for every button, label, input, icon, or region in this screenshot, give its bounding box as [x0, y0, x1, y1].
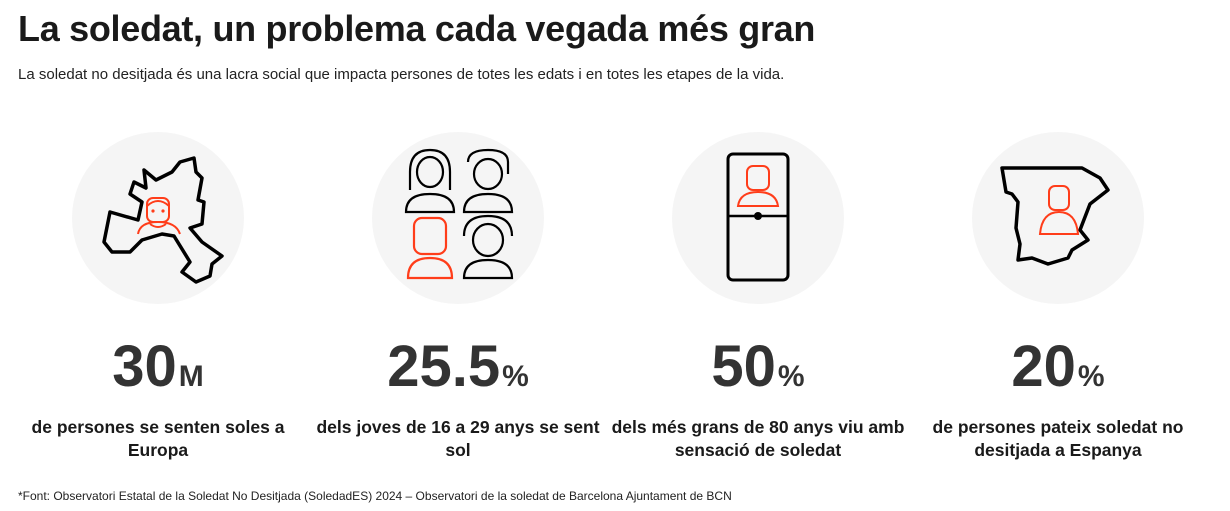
stat-value: 25.5%: [308, 332, 608, 412]
stat-number: 30: [112, 334, 177, 399]
stat-card-youth: 25.5% dels joves de 16 a 29 anys se sent…: [308, 132, 608, 462]
stat-value: 20%: [908, 332, 1208, 412]
stat-card-spain: 20% de persones pateix soledat no desitj…: [908, 132, 1208, 462]
stat-value: 30M: [8, 332, 308, 412]
stat-unit: %: [502, 360, 529, 393]
page-title: La soledat, un problema cada vegada més …: [18, 8, 816, 49]
stat-unit: %: [1077, 360, 1105, 393]
stat-unit: M: [178, 360, 204, 393]
page-subtitle: La soledat no desitjada és una lacra soc…: [18, 66, 785, 83]
phone-elderly-person-icon: [726, 152, 790, 282]
europe-map-person-icon: [102, 156, 224, 284]
icon-circle: [972, 132, 1144, 304]
stat-number: 50: [711, 334, 776, 399]
icon-circle: [672, 132, 844, 304]
stat-unit: %: [777, 360, 805, 393]
stat-label: de persones se senten soles a Europa: [31, 417, 285, 460]
stat-card-elderly: 50% dels més grans de 80 anys viu amb se…: [608, 132, 908, 462]
stat-label: dels joves de 16 a 29 anys se sent sol: [316, 417, 600, 460]
icon-circle: [372, 132, 544, 304]
source-footnote: *Font: Observatori Estatal de la Soledat…: [18, 489, 732, 503]
stat-card-europe: 30M de persones se senten soles a Europa: [8, 132, 308, 462]
young-people-group-icon: [404, 148, 514, 280]
stat-label: dels més grans de 80 anys viu amb sensac…: [611, 417, 905, 460]
stat-number: 25.5: [387, 334, 501, 399]
spain-map-person-icon: [1000, 166, 1110, 266]
stat-number: 20: [1011, 334, 1076, 399]
stat-value: 50%: [608, 332, 908, 412]
stat-label: de persones pateix soledat no desitjada …: [932, 417, 1184, 460]
icon-circle: [72, 132, 244, 304]
